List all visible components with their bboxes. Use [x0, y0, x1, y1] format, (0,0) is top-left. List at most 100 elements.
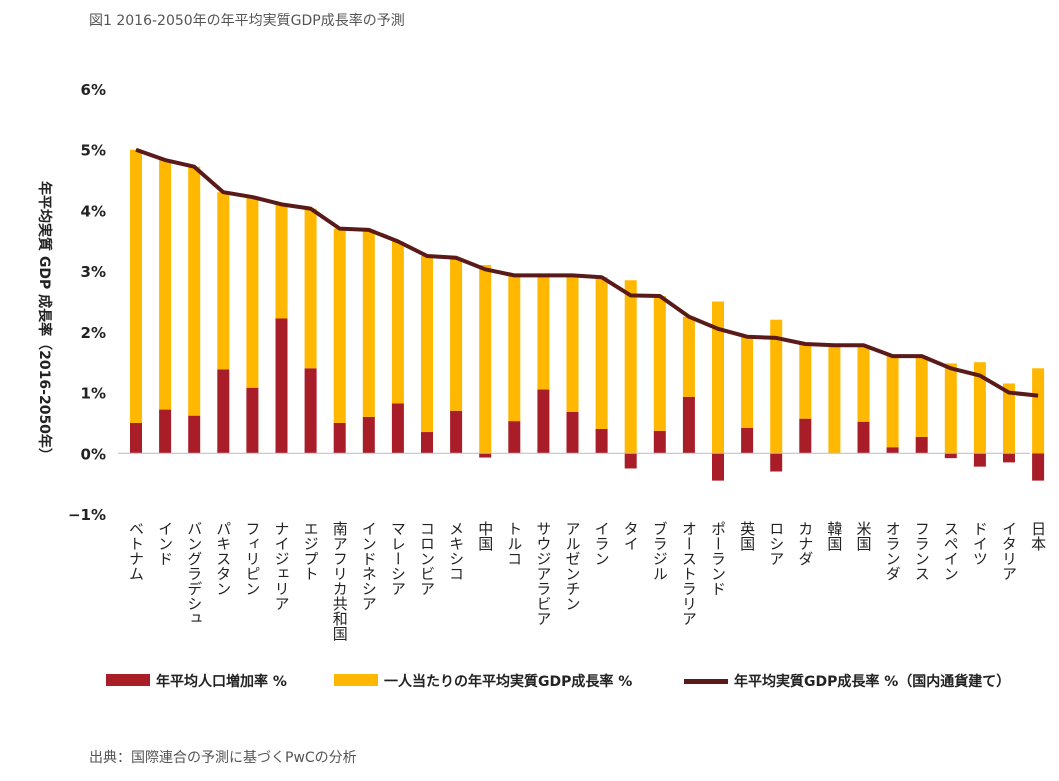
bar-per-capita	[712, 301, 724, 454]
category-label: サウジアラビア	[534, 521, 552, 626]
category-label: ドイツ	[971, 521, 989, 566]
y-tick-label: 3%	[81, 263, 106, 281]
category-label: ベトナム	[127, 521, 145, 581]
legend-label-total: 年平均実質GDP成長率 %（国内通貨建て）	[734, 673, 1010, 690]
bar-per-capita	[741, 336, 754, 428]
bar-per-capita	[770, 319, 783, 454]
bar-per-capita	[915, 356, 928, 437]
y-tick-label: 4%	[81, 202, 106, 220]
category-labels: ベトナム インド バングラデシュ パキスタン フィリピン ナイジェリア エジプト 南アフリカ共…	[127, 520, 1047, 641]
legend-label-per-capita: 一人当たりの年平均実質GDP成長率 %	[384, 673, 632, 690]
category-label: パキスタン	[214, 521, 232, 596]
category-label: 英国	[738, 520, 756, 551]
bar-per-capita	[333, 228, 346, 423]
bar-per-capita	[653, 296, 666, 431]
bar-population	[508, 421, 521, 454]
bar-per-capita	[362, 229, 375, 417]
category-label: エジプト	[302, 521, 320, 581]
bar-population	[159, 409, 172, 454]
category-label: フィリピン	[243, 521, 261, 596]
bar-population	[246, 387, 259, 454]
category-label: フランス	[913, 521, 931, 581]
bar-population	[217, 369, 230, 454]
legend-swatch-population	[106, 674, 150, 686]
bar-population	[886, 447, 899, 454]
category-label: ロシア	[767, 521, 785, 566]
category-label: カナダ	[796, 521, 814, 566]
y-tick-label: 2%	[81, 324, 106, 342]
bar-per-capita	[304, 208, 317, 369]
bar-per-capita	[275, 204, 288, 319]
bar-population	[130, 422, 142, 454]
y-tick-label: 0%	[81, 445, 106, 463]
category-label: 中国	[476, 521, 494, 551]
bar-population	[1003, 453, 1015, 463]
bar-population	[450, 410, 463, 454]
category-label: オーストラリア	[680, 521, 698, 626]
category-label: イタリア	[1000, 521, 1018, 581]
bar-population	[479, 453, 492, 458]
bar-per-capita	[537, 275, 550, 390]
category-label: イラン	[593, 521, 611, 566]
bar-per-capita	[857, 345, 870, 422]
source-note: 出典：国際連合の予測に基づくPwCの分析	[89, 750, 357, 766]
bar-per-capita	[682, 316, 695, 397]
category-label: アルゼンチン	[564, 521, 582, 611]
legend-swatch-total	[684, 679, 728, 684]
category-label: インドネシア	[360, 521, 378, 611]
bar-population	[566, 412, 579, 454]
bar-per-capita	[1032, 368, 1045, 454]
category-label: 韓国	[825, 521, 843, 551]
bar-population	[653, 430, 666, 454]
category-label: オランダ	[884, 521, 902, 581]
category-label: ポーランド	[709, 521, 727, 596]
bar-per-capita	[450, 257, 463, 411]
category-label: ブラジル	[651, 521, 669, 581]
category-label: ナイジェリア	[273, 521, 291, 611]
category-label: 日本	[1029, 521, 1047, 551]
bar-per-capita	[188, 166, 201, 416]
bar-population	[799, 418, 812, 454]
bar-population	[362, 416, 375, 454]
legend-label-population: 年平均人口増加率 %	[156, 673, 287, 690]
bar-per-capita	[799, 344, 812, 419]
category-label: タイ	[622, 521, 640, 551]
category-label: トルコ	[505, 521, 523, 566]
bar-population	[973, 453, 986, 467]
page-title: 図1 2016-2050年の年平均実質GDP成長率の予測	[89, 13, 405, 29]
y-tick-label: 5%	[81, 142, 106, 160]
bar-population	[624, 453, 637, 469]
legend-swatch-per-capita	[334, 674, 378, 686]
y-axis-label-group: 年平均実質 GDP 成長率（2016-2050年）	[36, 181, 53, 462]
bar-population	[304, 368, 317, 454]
bar-population	[333, 422, 346, 454]
bar-per-capita	[595, 277, 608, 429]
bars	[130, 149, 1045, 481]
bar-per-capita	[479, 265, 492, 454]
y-tick-label: −1%	[68, 506, 106, 524]
bar-per-capita	[246, 197, 259, 388]
bar-per-capita	[973, 362, 986, 454]
bar-population	[741, 427, 754, 454]
bar-population	[712, 453, 724, 481]
category-label: バングラデシュ	[185, 521, 203, 626]
bar-per-capita	[391, 241, 404, 404]
bar-population	[857, 421, 870, 454]
bar-population	[275, 318, 288, 454]
y-axis-ticks: 6% 5% 4% 3% 2% 1% 0% −1%	[68, 81, 106, 524]
bar-per-capita	[944, 363, 957, 454]
category-label: スペイン	[942, 521, 960, 581]
category-label: インド	[156, 521, 174, 566]
legend: 年平均人口増加率 % 一人当たりの年平均実質GDP成長率 % 年平均実質GDP成長率…	[106, 673, 1010, 690]
bar-population	[770, 453, 783, 472]
bar-population	[682, 396, 695, 454]
bar-population	[595, 429, 608, 454]
bar-per-capita	[508, 275, 521, 422]
y-axis-label: 年平均実質 GDP 成長率（2016-2050年）	[36, 181, 53, 462]
bar-per-capita	[886, 356, 899, 448]
bar-per-capita	[421, 255, 433, 433]
bar-per-capita	[828, 345, 841, 454]
bar-per-capita	[1003, 383, 1015, 454]
bar-per-capita	[159, 160, 172, 410]
